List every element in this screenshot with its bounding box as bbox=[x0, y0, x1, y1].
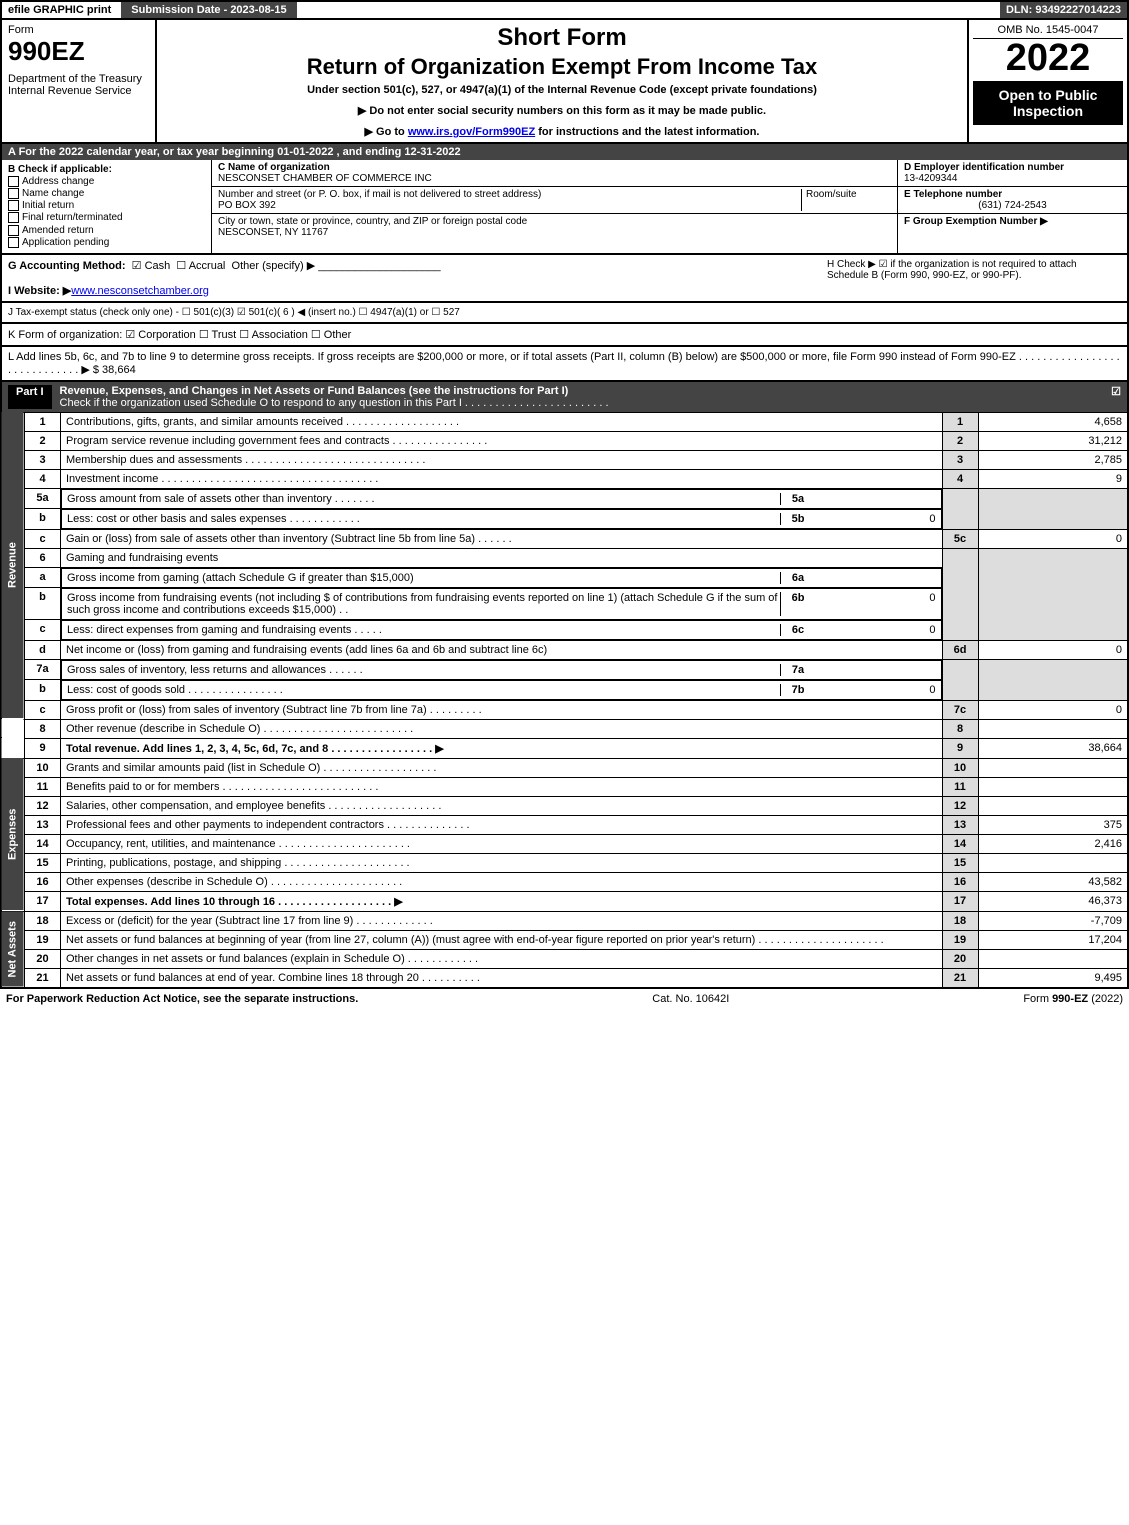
l-amount: $ 38,664 bbox=[93, 364, 136, 376]
room-lbl: Room/suite bbox=[801, 189, 891, 211]
dln: DLN: 93492227014223 bbox=[1000, 2, 1127, 18]
city: NESCONSET, NY 11767 bbox=[218, 227, 328, 238]
street: PO BOX 392 bbox=[218, 200, 276, 211]
grp-lbl: F Group Exemption Number ▶ bbox=[904, 216, 1048, 227]
line-l: L Add lines 5b, 6c, and 7b to line 9 to … bbox=[0, 347, 1129, 382]
side-netassets: Net Assets bbox=[1, 911, 25, 988]
row-a: A For the 2022 calendar year, or tax yea… bbox=[0, 144, 1129, 160]
chk-address[interactable]: Address change bbox=[8, 176, 205, 187]
line1-text: Contributions, gifts, grants, and simila… bbox=[61, 412, 943, 431]
chk-amended[interactable]: Amended return bbox=[8, 225, 205, 236]
chk-name[interactable]: Name change bbox=[8, 188, 205, 199]
g-label: G Accounting Method: bbox=[8, 260, 126, 272]
g-accrual[interactable]: ☐ Accrual bbox=[176, 260, 225, 272]
line-j: J Tax-exempt status (check only one) - ☐… bbox=[0, 303, 1129, 324]
line1-val: 4,658 bbox=[978, 412, 1128, 431]
side-revenue: Revenue bbox=[1, 412, 25, 719]
subtitle: Under section 501(c), 527, or 4947(a)(1)… bbox=[163, 84, 961, 96]
tax-year: 2022 bbox=[973, 39, 1123, 77]
part1-chk[interactable]: ☑ bbox=[1111, 385, 1121, 409]
financial-table: Revenue 1Contributions, gifts, grants, a… bbox=[0, 412, 1129, 989]
h-box: H Check ▶ ☑ if the organization is not r… bbox=[821, 259, 1121, 297]
part1-bar: Part I Revenue, Expenses, and Changes in… bbox=[0, 382, 1129, 412]
ein: 13-4209344 bbox=[904, 173, 957, 184]
tel-lbl: E Telephone number bbox=[904, 189, 1002, 200]
open-to-public: Open to Public Inspection bbox=[973, 81, 1123, 125]
footer-cat: Cat. No. 10642I bbox=[652, 993, 729, 1005]
footer-right: Form 990-EZ (2022) bbox=[1023, 993, 1123, 1005]
form-header: Form 990EZ Department of the Treasury In… bbox=[0, 20, 1129, 144]
chk-initial[interactable]: Initial return bbox=[8, 200, 205, 211]
i-label: I Website: ▶ bbox=[8, 285, 71, 297]
chk-pending[interactable]: Application pending bbox=[8, 237, 205, 248]
line-k: K Form of organization: ☑ Corporation ☐ … bbox=[0, 324, 1129, 347]
methods-row: G Accounting Method: ☑ Cash ☐ Accrual Ot… bbox=[0, 255, 1129, 303]
ein-lbl: D Employer identification number bbox=[904, 162, 1064, 173]
efile-label[interactable]: efile GRAPHIC print bbox=[2, 2, 117, 18]
note-ssn: ▶ Do not enter social security numbers o… bbox=[163, 104, 961, 117]
g-other[interactable]: Other (specify) ▶ bbox=[232, 260, 316, 272]
website-link[interactable]: www.nesconsetchamber.org bbox=[71, 285, 209, 297]
note-url: ▶ Go to www.irs.gov/Form990EZ for instru… bbox=[163, 125, 961, 138]
part1-sub: Check if the organization used Schedule … bbox=[60, 397, 609, 409]
dept: Department of the Treasury Internal Reve… bbox=[8, 73, 149, 97]
footer-left: For Paperwork Reduction Act Notice, see … bbox=[6, 993, 358, 1005]
submission-date: Submission Date - 2023-08-15 bbox=[121, 2, 296, 18]
b-label: B Check if applicable: bbox=[8, 164, 112, 175]
footer: For Paperwork Reduction Act Notice, see … bbox=[0, 989, 1129, 1009]
c-name-lbl: C Name of organization bbox=[218, 162, 330, 173]
chk-final[interactable]: Final return/terminated bbox=[8, 212, 205, 223]
side-expenses: Expenses bbox=[1, 758, 25, 911]
title-return: Return of Organization Exempt From Incom… bbox=[163, 54, 961, 80]
city-lbl: City or town, state or province, country… bbox=[218, 216, 527, 227]
org-name: NESCONSET CHAMBER OF COMMERCE INC bbox=[218, 173, 432, 184]
irs-link[interactable]: www.irs.gov/Form990EZ bbox=[408, 126, 535, 138]
form-word: Form bbox=[8, 24, 149, 36]
topbar: efile GRAPHIC print Submission Date - 20… bbox=[0, 0, 1129, 20]
title-short-form: Short Form bbox=[163, 24, 961, 52]
part1-tag: Part I bbox=[8, 385, 52, 409]
street-lbl: Number and street (or P. O. box, if mail… bbox=[218, 189, 541, 200]
g-cash[interactable]: ☑ Cash bbox=[132, 260, 171, 272]
tel: (631) 724-2543 bbox=[904, 200, 1121, 211]
part1-title: Revenue, Expenses, and Changes in Net As… bbox=[60, 385, 569, 397]
info-block: B Check if applicable: Address change Na… bbox=[0, 160, 1129, 255]
form-code: 990EZ bbox=[8, 36, 149, 67]
